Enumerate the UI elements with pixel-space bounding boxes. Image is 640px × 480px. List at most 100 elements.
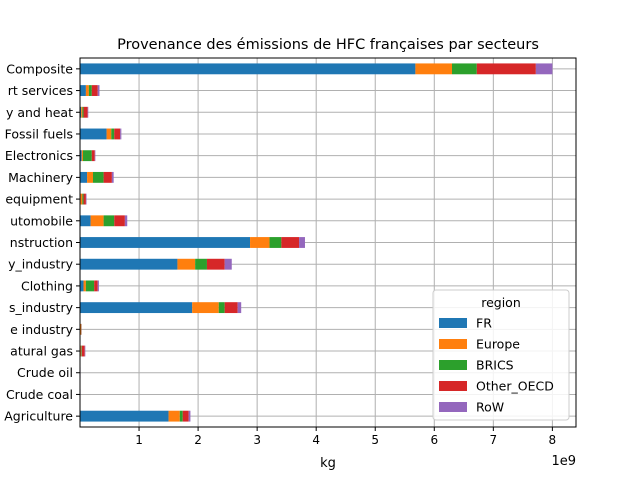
bar-segment xyxy=(80,302,193,314)
x-tick-label: 6 xyxy=(430,433,438,447)
y-tick-label: Clothing xyxy=(21,278,73,293)
bar-segment xyxy=(81,150,83,162)
bar-segment xyxy=(87,171,93,183)
legend-label: BRICS xyxy=(476,358,514,373)
legend-swatch xyxy=(439,381,467,391)
x-offset-text: 1e9 xyxy=(551,454,576,469)
bar-segment xyxy=(179,410,183,422)
bar-segment xyxy=(83,280,86,292)
bar-segment xyxy=(82,106,84,118)
bar-segment xyxy=(97,85,100,96)
legend-swatch xyxy=(439,402,467,412)
bar-segment xyxy=(81,106,83,118)
bar-segment xyxy=(124,215,128,227)
y-tick-label: Fossil fuels xyxy=(5,126,73,141)
bar-segment xyxy=(182,410,189,422)
legend-label: RoW xyxy=(476,400,504,415)
bar-segment xyxy=(192,302,219,314)
bar-segment xyxy=(83,106,88,118)
bar-segment xyxy=(188,410,191,422)
y-tick-label: y and heat xyxy=(6,105,73,120)
bar-segment xyxy=(415,63,452,75)
bar-segment xyxy=(103,171,112,183)
bar-segment xyxy=(535,63,553,75)
bar-segment xyxy=(81,345,82,357)
bar-segment xyxy=(80,85,86,96)
x-tick-label: 1 xyxy=(135,433,143,447)
bar-segment xyxy=(94,150,96,162)
y-tick-label: Composite xyxy=(6,61,73,76)
x-tick-label: 4 xyxy=(312,433,320,447)
legend-swatch xyxy=(439,318,467,328)
bar-segment xyxy=(114,128,121,140)
bar-segment xyxy=(97,280,99,292)
bar-segment xyxy=(106,128,112,140)
bar-segment xyxy=(281,237,300,248)
bar-segment xyxy=(250,237,270,248)
bar-segment xyxy=(90,215,104,227)
x-axis: 1 2 3 4 5 6 7 8 xyxy=(135,427,556,447)
bar-segment xyxy=(80,323,82,335)
bar-segment xyxy=(476,63,536,75)
bar-segment xyxy=(168,410,180,422)
bar-segment xyxy=(80,193,83,205)
bar-segment xyxy=(84,345,86,357)
bar-segment xyxy=(92,171,104,183)
bar-segment xyxy=(87,106,89,118)
bar-segment xyxy=(82,150,92,162)
bar-segment xyxy=(224,258,232,270)
y-tick-label: equipment xyxy=(5,192,73,207)
legend-swatch xyxy=(439,360,467,370)
bar-segment xyxy=(80,106,82,118)
chart-title: Provenance des émissions de HFC français… xyxy=(117,37,539,53)
y-tick-label: Agriculture xyxy=(4,409,73,424)
bar-segment xyxy=(82,193,84,205)
bar-segment xyxy=(81,345,85,357)
bar-segment xyxy=(94,280,98,292)
bar-segment xyxy=(80,128,107,140)
bar-segment xyxy=(83,193,86,205)
legend-label: FR xyxy=(476,316,492,331)
bar-segment xyxy=(91,85,98,96)
x-tick-label: 2 xyxy=(194,433,202,447)
bar-segment xyxy=(177,258,196,270)
y-axis: Composite rt services y and heat Fossil fue… xyxy=(4,61,80,424)
bar-segment xyxy=(85,280,95,292)
y-tick-label: atural gas xyxy=(10,344,73,359)
y-tick-label: y_industry xyxy=(8,257,73,272)
bar-segment xyxy=(206,258,225,270)
legend-label: Other_OECD xyxy=(476,379,554,394)
y-tick-label: utomobile xyxy=(10,213,73,228)
x-tick-label: 3 xyxy=(253,433,261,447)
legend: region FR Europe BRICS Other_OECD RoW xyxy=(432,289,570,421)
bar-segment xyxy=(452,63,477,75)
y-tick-label: rt services xyxy=(8,83,73,98)
y-tick-label: Crude coal xyxy=(6,387,73,402)
bar-segment xyxy=(91,150,95,162)
bar-segment xyxy=(80,280,84,292)
y-tick-label: Machinery xyxy=(8,170,73,185)
bar-segment xyxy=(111,128,115,140)
bar-segment xyxy=(85,85,89,96)
bar-segment xyxy=(114,215,125,227)
y-tick-label: Crude oil xyxy=(17,365,73,380)
bar-segment xyxy=(88,85,92,96)
bar-segment xyxy=(80,171,88,183)
x-axis-label: kg xyxy=(320,456,336,471)
bar-segment xyxy=(195,258,207,270)
bar-segment xyxy=(299,237,305,248)
bar-segment xyxy=(80,410,169,422)
y-tick-label: nstruction xyxy=(10,235,73,250)
bar-segment xyxy=(237,302,242,314)
bar-segment xyxy=(80,237,251,248)
y-tick-label: s_industry xyxy=(9,300,74,315)
bar-segment xyxy=(120,128,122,140)
bar-segment xyxy=(80,258,178,270)
bar-segment xyxy=(80,63,416,75)
x-tick-label: 7 xyxy=(490,433,498,447)
x-tick-label: 5 xyxy=(371,433,379,447)
bar-segment xyxy=(85,193,87,205)
bars xyxy=(80,63,553,422)
legend-label: Europe xyxy=(476,337,520,352)
